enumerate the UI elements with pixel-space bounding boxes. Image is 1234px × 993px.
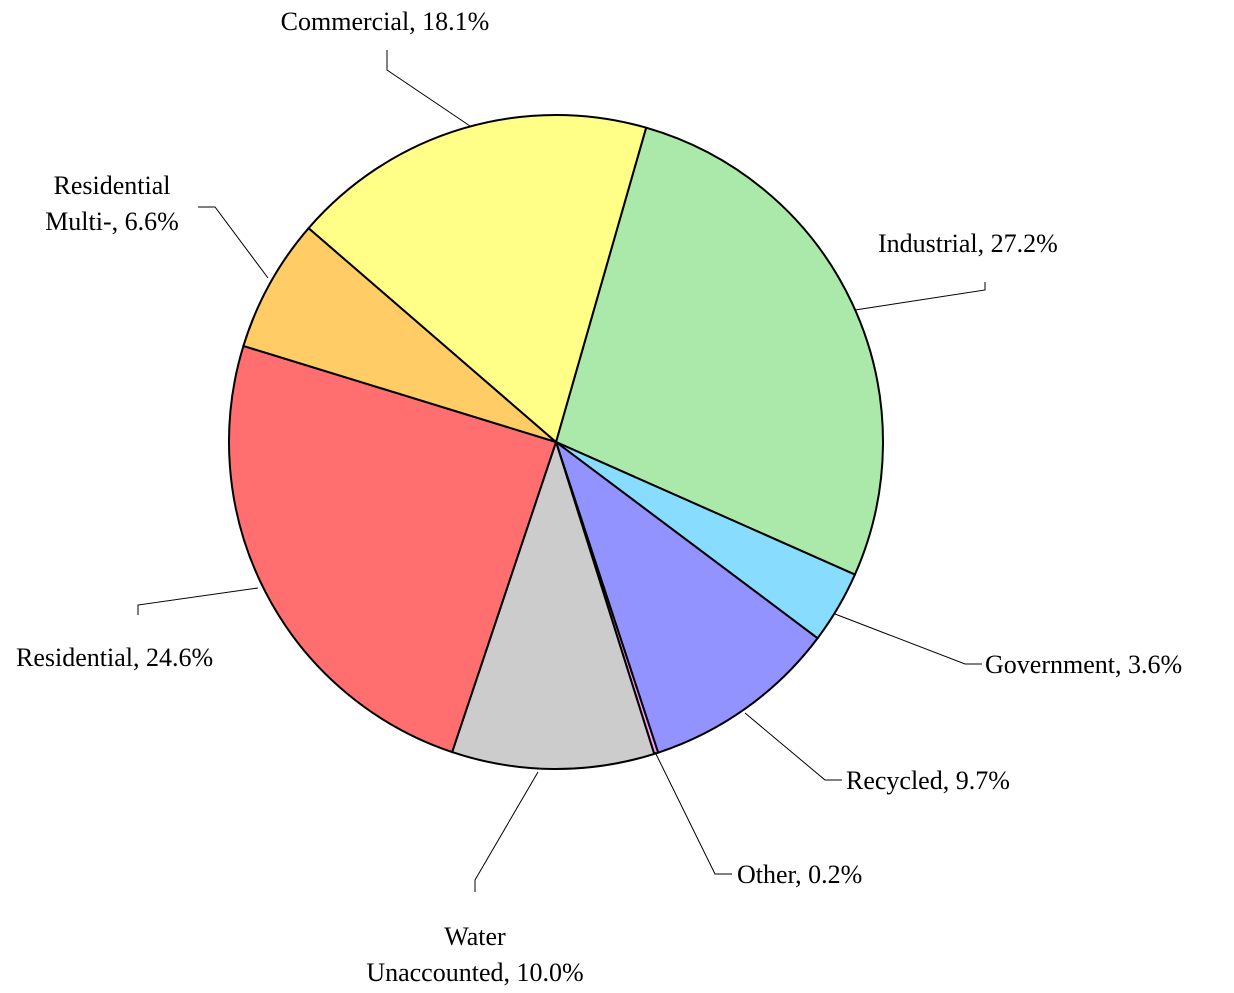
data-label-residential-multi-line-1: Residential [54,171,171,200]
data-label-recycled: Recycled, 9.7% [846,766,1010,795]
slice-industrial [554,126,884,576]
data-label-government: Government, 3.6% [985,650,1182,679]
data-label-residential: Residential, 24.6% [16,643,213,672]
data-labels: Industrial, 27.2% Government, 3.6% Recycle… [16,7,1182,987]
leader-line-residential-multi [198,206,269,279]
leader-line-industrial [854,282,986,311]
leader-line-commercial [386,50,471,127]
slice-water-unaccounted [450,438,656,770]
slice-residential-multi [242,226,557,443]
data-label-water-unaccounted-line-2: Unaccounted, 10.0% [366,958,583,987]
leader-line-residential [137,587,259,615]
leader-line-recycled [744,712,842,781]
leader-line-government [834,613,982,665]
data-label-other: Other, 0.2% [737,860,862,889]
data-label-water-unaccounted-line-1: Water [444,922,506,951]
slice-residential [228,344,558,754]
slice-recycled [554,439,819,754]
pie-slices [228,114,884,770]
data-label-commercial: Commercial, 18.1% [281,7,490,36]
leader-lines [137,50,986,892]
leader-line-water-unaccounted [474,771,539,892]
leader-line-other [654,751,732,875]
data-label-industrial: Industrial, 27.2% [878,229,1058,258]
data-label-residential-multi-line-2: Multi-, 6.6% [45,207,179,236]
slice-commercial [307,114,648,444]
